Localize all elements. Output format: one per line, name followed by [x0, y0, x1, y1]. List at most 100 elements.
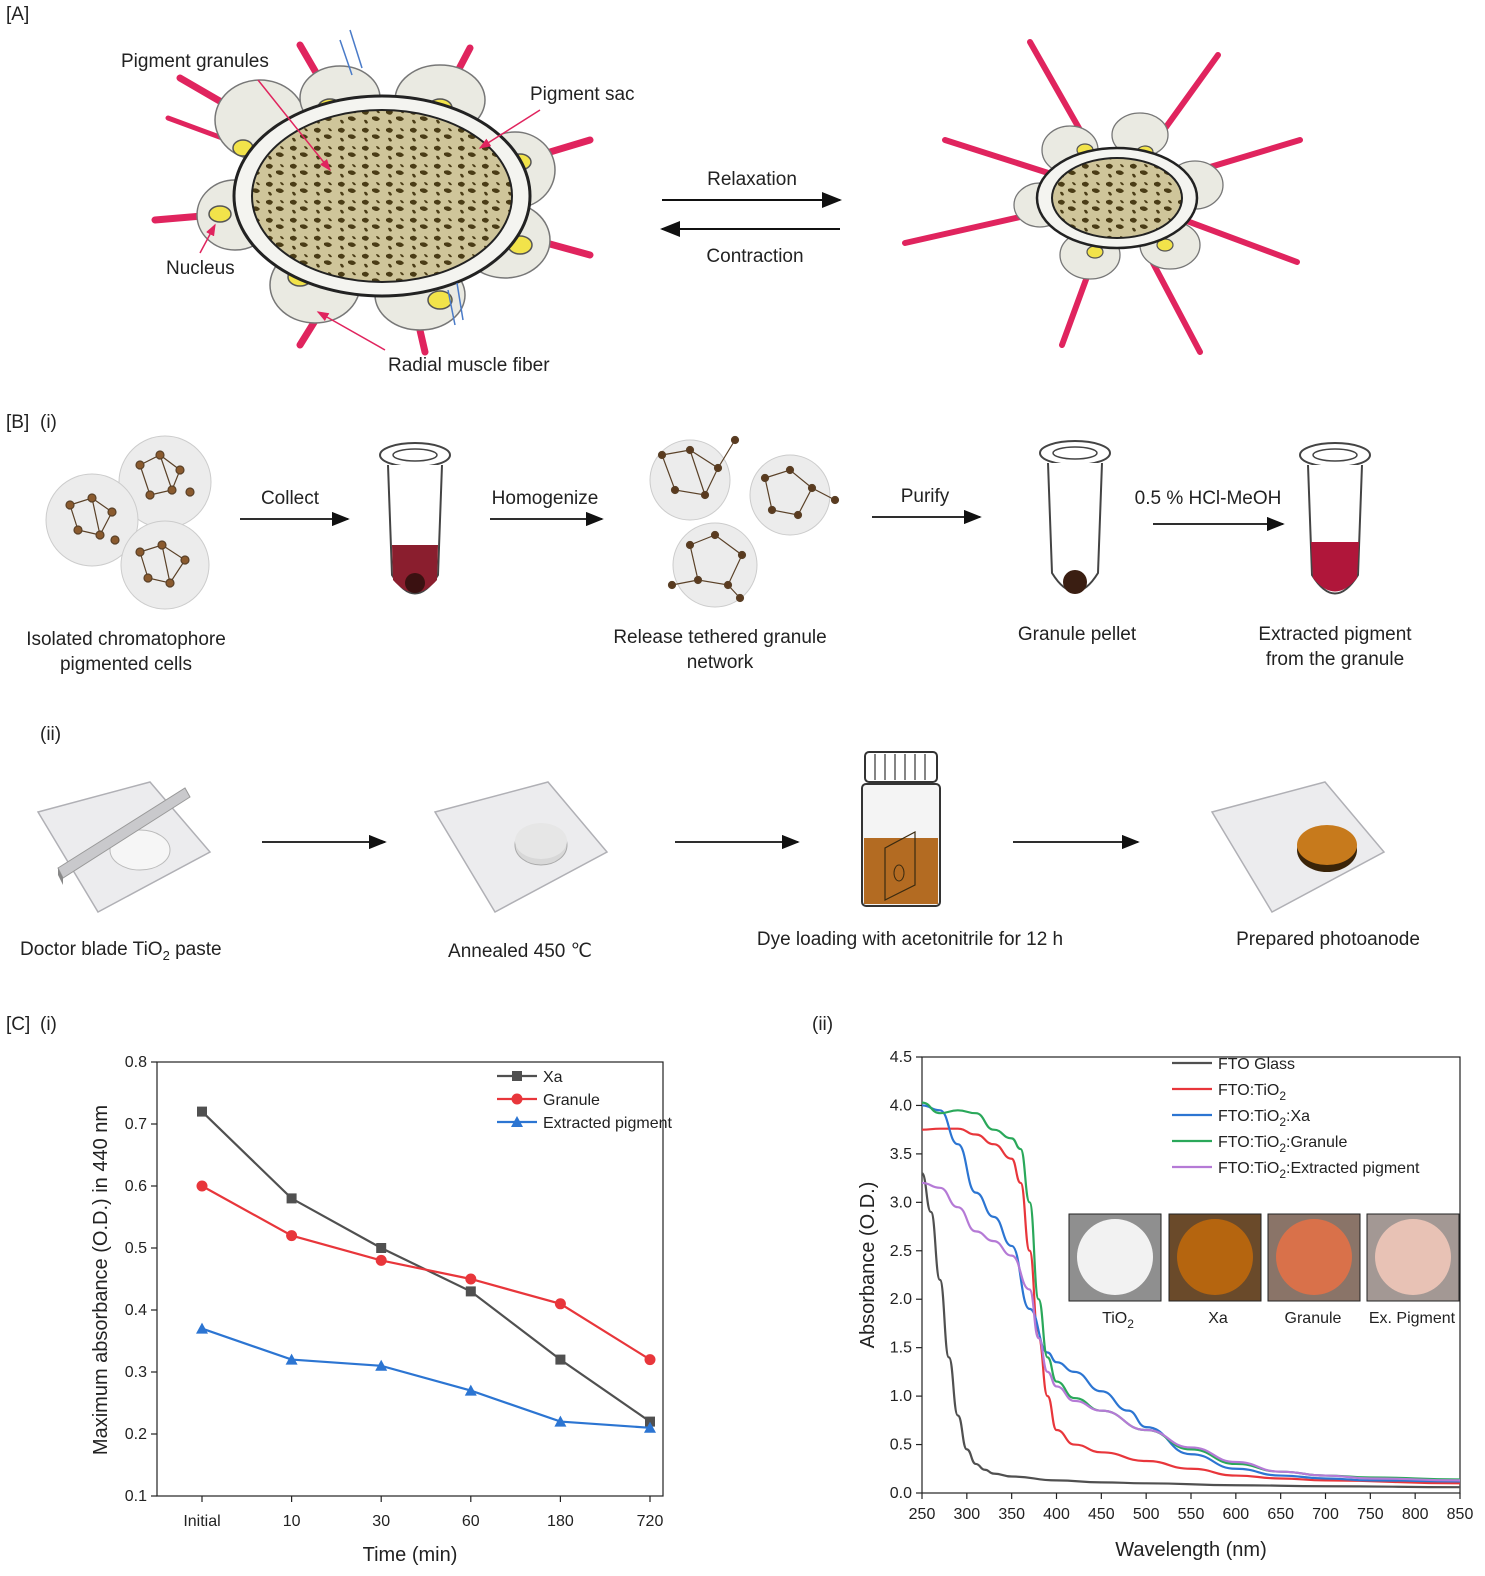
callout-nucleus: Nucleus [166, 258, 235, 279]
chart1-point [554, 1415, 567, 1427]
tube-pellet [1039, 440, 1111, 594]
inset-photos: TiO2 Xa Granule Ex. Pigment [1068, 1213, 1460, 1331]
chart1-point [196, 1322, 208, 1334]
contraction-label: Contraction [706, 246, 803, 267]
caption-release-line2: network [687, 652, 754, 673]
caption-doctor-blade: Doctor blade TiO2 paste [20, 939, 222, 963]
caption-extracted-line2: from the granule [1266, 649, 1404, 670]
chart1-legend-marker [511, 1116, 523, 1127]
chart2-xtick-label: 850 [1447, 1506, 1474, 1523]
chart1-legend-label: Xa [543, 1069, 563, 1086]
chart1-legend-label: Granule [543, 1092, 600, 1109]
chart1-legend-marker [512, 1071, 522, 1081]
chart1-xtick-label: 720 [637, 1513, 664, 1530]
chart2-xtick-label: 800 [1402, 1506, 1429, 1523]
chart2-xtick-label: 600 [1222, 1506, 1249, 1523]
chart1-legend-label: Extracted pigment [543, 1115, 673, 1132]
panel-b: [B] (i) Isolated chromatophore pigmented… [6, 412, 1420, 963]
chart2-ytick-label: 3.0 [890, 1194, 912, 1211]
chart2-ytick-label: 2.5 [890, 1243, 912, 1260]
chart1-series-line-xa [201, 1110, 651, 1423]
chart1-series [196, 1106, 656, 1433]
chart1-xlabel: Time (min) [363, 1544, 458, 1566]
chart2-xtick-label: 350 [998, 1506, 1025, 1523]
chromatophore-contracted [902, 39, 1303, 355]
chart1-ytick-label: 0.7 [125, 1116, 147, 1133]
chart2-xlabel: Wavelength (nm) [1115, 1539, 1267, 1561]
chart1-xtick-label: Initial [183, 1513, 220, 1530]
photoanode-glass [1210, 781, 1386, 913]
chart1-point [465, 1273, 477, 1285]
chart1-legend: Xa Granule Extracted pigment [497, 1069, 673, 1132]
chart2-series-line-1 [921, 1127, 1461, 1485]
label-hcl: 0.5 % HCl-MeOH [1135, 488, 1282, 509]
isolated-cells-icon [45, 435, 212, 610]
inset-label-granule: Granule [1285, 1310, 1342, 1327]
chart2-xtick-label: 400 [1043, 1506, 1070, 1523]
label-purify: Purify [901, 486, 950, 507]
chart1-point [644, 1354, 656, 1366]
caption-dye-loading: Dye loading with acetonitrile for 12 h [757, 929, 1063, 950]
caption-photoanode: Prepared photoanode [1236, 929, 1420, 950]
chart1-ytick-label: 0.5 [125, 1240, 147, 1257]
caption-pellet: Granule pellet [1018, 624, 1137, 645]
panel-a-label: [A] [6, 4, 29, 25]
chart1-y-ticks: 0.1 0.2 0.3 0.4 0.5 0.6 0.7 0.8 [125, 1054, 157, 1505]
chart1-ytick-label: 0.2 [125, 1426, 147, 1443]
chart1-xtick-label: 60 [462, 1513, 480, 1530]
chart2-legend-label: FTO:TiO2:Granule [1218, 1134, 1347, 1155]
panel-c: [C] (i) (ii) 0.1 0.2 0.3 0.4 0.5 0.6 0.7 0.8 In… [6, 1014, 1473, 1566]
annealed-glass [433, 781, 609, 913]
chart2-ytick-label: 2.0 [890, 1291, 912, 1308]
chart1-x-ticks: Initial 10 30 60 180 720 [183, 1496, 663, 1530]
panel-a: [A] [6, 4, 1303, 376]
chart2-series [920, 1101, 1461, 1489]
chart1-frame [156, 1061, 664, 1497]
panel-c-label: [C] [6, 1014, 30, 1035]
caption-release-line1: Release tethered granule [613, 627, 826, 648]
chart1-legend-marker [511, 1093, 523, 1105]
chart1-point [196, 1180, 208, 1192]
chart2-series-line-0 [920, 1172, 1461, 1489]
chart2-ytick-label: 4.5 [890, 1049, 912, 1066]
chromatophore-relaxed [151, 29, 594, 356]
chart1-ytick-label: 0.1 [125, 1488, 147, 1505]
relaxation-arrow: Relaxation [662, 169, 842, 208]
panel-c-sub-i: (i) [40, 1014, 57, 1035]
chart1-point [554, 1298, 566, 1310]
caption-extracted-line1: Extracted pigment [1258, 624, 1412, 645]
chart1-point [286, 1193, 297, 1204]
chart1-point [465, 1286, 476, 1297]
contraction-arrow: Contraction [660, 221, 840, 267]
chart2-ytick-label: 3.5 [890, 1146, 912, 1163]
chart2-xtick-label: 700 [1312, 1506, 1339, 1523]
inset-label-xa: Xa [1208, 1310, 1228, 1327]
chart2-ytick-label: 1.0 [890, 1388, 912, 1405]
chart2-legend-label: FTO:TiO2 [1218, 1082, 1286, 1103]
chart1-point [376, 1243, 387, 1253]
chart2-ytick-label: 0.0 [890, 1485, 912, 1502]
chart1-xtick-label: 30 [372, 1513, 390, 1530]
chart1-point [197, 1106, 207, 1117]
chart-absorbance-vs-time: 0.1 0.2 0.3 0.4 0.5 0.6 0.7 0.8 Initial 10 30 60 18… [90, 1054, 673, 1566]
contraction-hint-arrows [339, 29, 464, 326]
chart2-ytick-label: 1.5 [890, 1340, 912, 1357]
chart2-legend-label: FTO:TiO2:Extracted pigment [1218, 1160, 1420, 1181]
chart1-xtick-label: 10 [283, 1513, 301, 1530]
tube-extracted [1299, 442, 1371, 595]
pigment-granule-mass-contracted [1051, 157, 1183, 239]
chart1-point [555, 1354, 566, 1365]
callout-pigment-granules: Pigment granules [121, 51, 269, 72]
chart2-series-line-2 [921, 1104, 1461, 1483]
chart2-legend-label: FTO Glass [1218, 1056, 1295, 1073]
caption-cells-line2: pigmented cells [60, 654, 192, 675]
panel-b-label: [B] [6, 412, 29, 433]
chart1-point [644, 1421, 656, 1433]
chart2-ytick-label: 0.5 [890, 1437, 912, 1454]
panel-b-sub-i: (i) [40, 412, 57, 433]
callout-lines [199, 79, 541, 351]
dye-loading-vial [861, 751, 941, 907]
caption-annealed: Annealed 450 ℃ [448, 941, 592, 962]
released-network-icon [649, 435, 840, 608]
chart1-ytick-label: 0.4 [125, 1302, 147, 1319]
